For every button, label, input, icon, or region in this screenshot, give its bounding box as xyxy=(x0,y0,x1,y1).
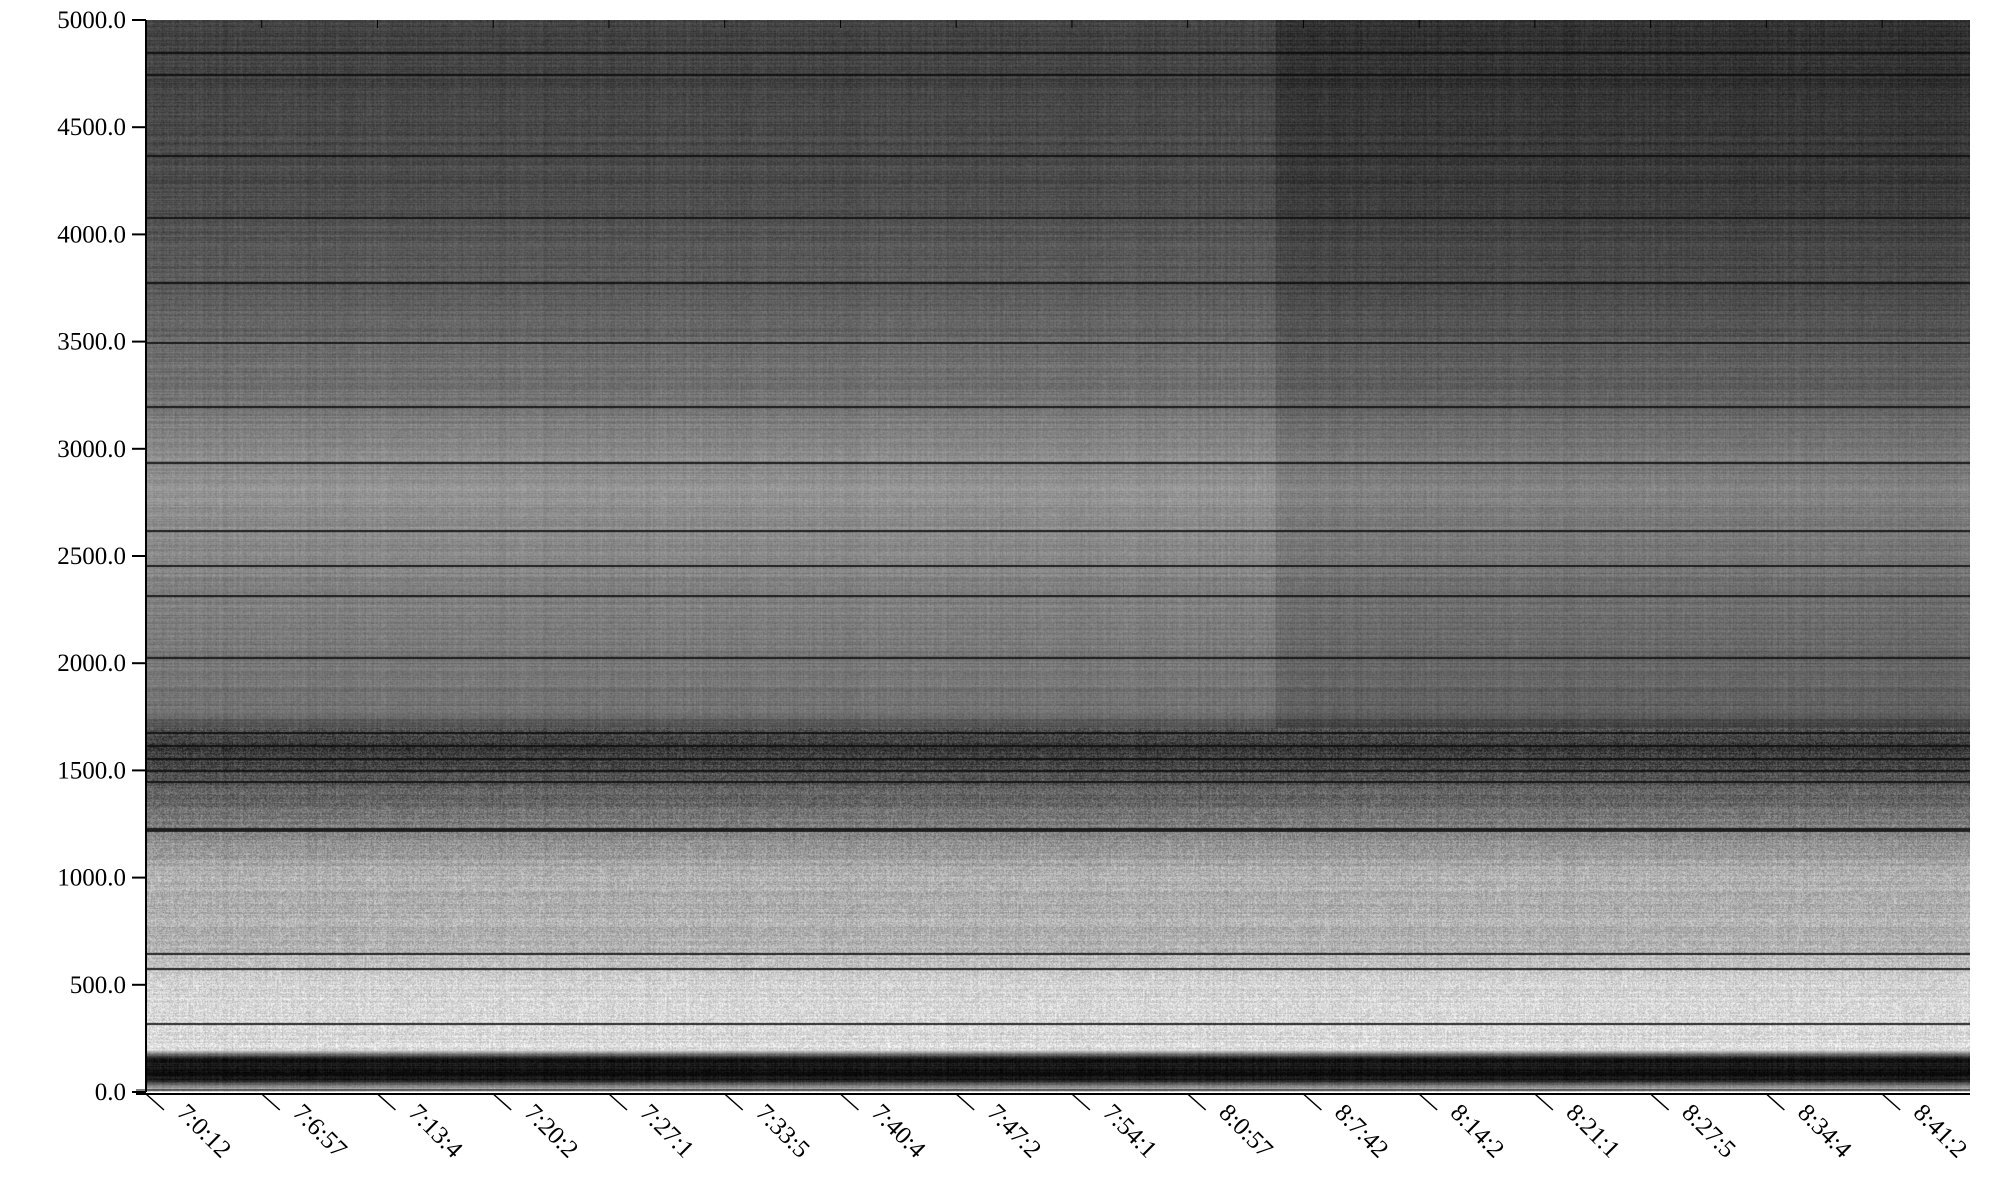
x-tick xyxy=(376,1093,396,1111)
x-tick-label: 7:27:1 xyxy=(635,1099,699,1163)
y-tick-label: 500.0 xyxy=(70,972,126,999)
x-tick xyxy=(1534,1093,1554,1111)
x-tick-label: 7:54:1 xyxy=(1098,1099,1162,1163)
x-tick xyxy=(1302,1093,1322,1111)
y-tick-label: 1000.0 xyxy=(57,865,126,892)
y-tick-label: 1500.0 xyxy=(57,757,126,784)
x-tick xyxy=(492,1093,512,1111)
x-tick-label: 7:20:2 xyxy=(519,1099,583,1163)
y-tick-label: 2500.0 xyxy=(57,543,126,570)
y-tick-label: 3500.0 xyxy=(57,329,126,356)
heatmap-image xyxy=(146,20,1970,1092)
y-axis: 0.0 500.0 1000.0 1500.0 2000.0 2500.0 3000.0 35… xyxy=(57,7,147,1106)
x-tick-label: 7:6:57 xyxy=(287,1099,351,1163)
x-tick-label: 8:0:57 xyxy=(1213,1099,1277,1163)
x-tick-label: 8:34:4 xyxy=(1792,1099,1857,1164)
y-tick-label: 0.0 xyxy=(95,1079,126,1106)
x-tick-label: 7:47:2 xyxy=(982,1099,1046,1163)
x-tick xyxy=(608,1093,628,1111)
x-tick xyxy=(1071,1093,1091,1111)
x-tick xyxy=(839,1093,859,1111)
y-tick-label: 4500.0 xyxy=(57,114,126,141)
x-tick-label: 8:7:42 xyxy=(1329,1099,1393,1163)
x-tick xyxy=(1881,1093,1901,1111)
y-tick-label: 2000.0 xyxy=(57,650,126,677)
x-tick xyxy=(145,1093,165,1111)
x-tick xyxy=(261,1093,281,1111)
x-tick-label: 8:27:5 xyxy=(1676,1099,1740,1163)
x-tick-label: 7:33:5 xyxy=(750,1099,814,1163)
x-tick-label: 7:40:4 xyxy=(866,1099,931,1164)
x-tick xyxy=(1765,1093,1785,1111)
x-tick-label: 8:41:2 xyxy=(1908,1099,1972,1163)
y-tick-label: 3000.0 xyxy=(57,436,126,463)
y-tick-label: 4000.0 xyxy=(57,221,126,248)
y-tick-label: 5000.0 xyxy=(57,7,126,34)
heatmap-raster xyxy=(146,20,1970,1092)
x-tick-label: 8:21:1 xyxy=(1561,1099,1625,1163)
x-tick-label: 8:14:2 xyxy=(1445,1099,1509,1163)
x-tick-label: 7:13:4 xyxy=(403,1099,468,1164)
x-tick-label: 7:0:12 xyxy=(172,1099,236,1163)
x-tick xyxy=(1650,1093,1670,1111)
x-tick xyxy=(955,1093,975,1111)
x-tick xyxy=(1187,1093,1207,1111)
x-tick xyxy=(1418,1093,1438,1111)
x-tick xyxy=(724,1093,744,1111)
